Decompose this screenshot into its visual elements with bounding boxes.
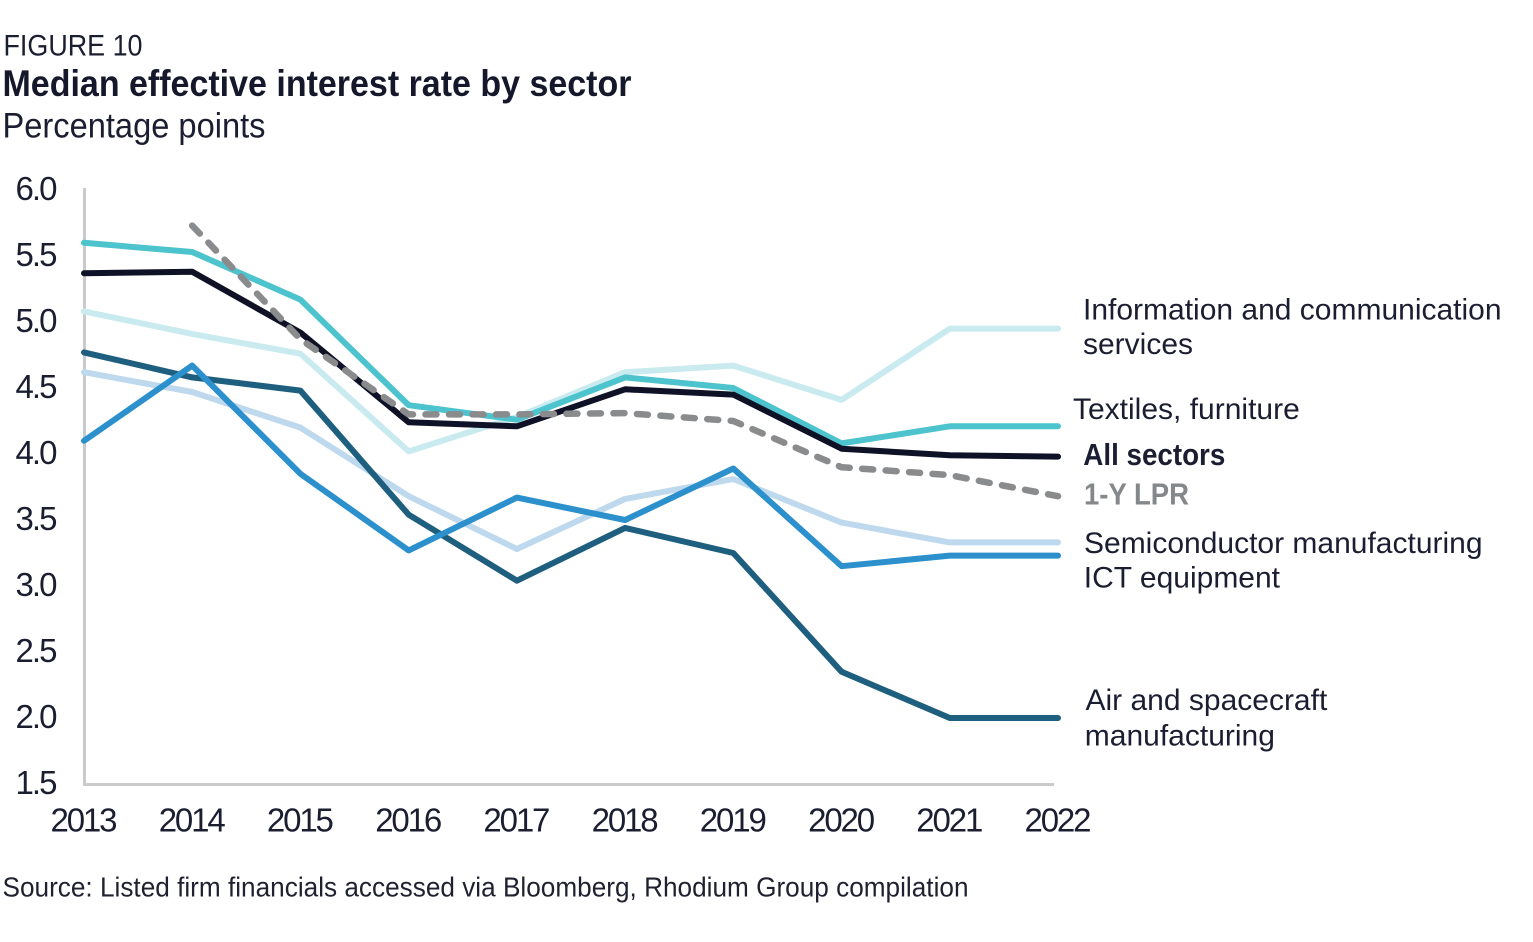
svg-text:Information and communication: Information and communication bbox=[1083, 294, 1502, 327]
svg-text:2021: 2021 bbox=[916, 802, 983, 839]
svg-text:FIGURE 10: FIGURE 10 bbox=[4, 29, 143, 62]
svg-text:2017: 2017 bbox=[483, 802, 550, 839]
svg-text:1.5: 1.5 bbox=[16, 764, 58, 801]
svg-text:3.0: 3.0 bbox=[16, 566, 58, 603]
svg-text:Semiconductor manufacturing: Semiconductor manufacturing bbox=[1084, 527, 1483, 560]
svg-text:Textiles, furniture: Textiles, furniture bbox=[1073, 393, 1300, 426]
svg-text:All sectors: All sectors bbox=[1083, 437, 1225, 472]
svg-text:2019: 2019 bbox=[700, 802, 767, 839]
svg-text:6.0: 6.0 bbox=[16, 170, 58, 207]
svg-text:2014: 2014 bbox=[159, 802, 226, 839]
svg-text:2.0: 2.0 bbox=[16, 698, 58, 735]
svg-text:2015: 2015 bbox=[267, 802, 334, 839]
svg-text:1-Y LPR: 1-Y LPR bbox=[1084, 477, 1189, 512]
svg-text:Percentage points: Percentage points bbox=[3, 107, 266, 146]
svg-text:2022: 2022 bbox=[1025, 802, 1092, 839]
svg-text:manufacturing: manufacturing bbox=[1085, 720, 1275, 753]
svg-text:services: services bbox=[1083, 328, 1193, 361]
svg-text:2.5: 2.5 bbox=[16, 632, 58, 669]
svg-text:Air and spacecraft: Air and spacecraft bbox=[1086, 684, 1328, 717]
svg-text:ICT equipment: ICT equipment bbox=[1084, 561, 1281, 594]
svg-text:4.5: 4.5 bbox=[16, 368, 58, 405]
svg-text:2020: 2020 bbox=[808, 802, 875, 839]
svg-text:4.0: 4.0 bbox=[16, 434, 58, 471]
svg-text:5.0: 5.0 bbox=[16, 302, 58, 339]
svg-text:2018: 2018 bbox=[592, 802, 659, 839]
svg-text:Source: Listed firm financials: Source: Listed firm financials accessed … bbox=[3, 872, 969, 903]
svg-text:Median effective interest rate: Median effective interest rate by sector bbox=[3, 62, 632, 104]
svg-text:5.5: 5.5 bbox=[16, 236, 58, 273]
svg-text:2013: 2013 bbox=[51, 802, 118, 839]
svg-text:2016: 2016 bbox=[375, 802, 442, 839]
svg-text:3.5: 3.5 bbox=[16, 500, 58, 537]
